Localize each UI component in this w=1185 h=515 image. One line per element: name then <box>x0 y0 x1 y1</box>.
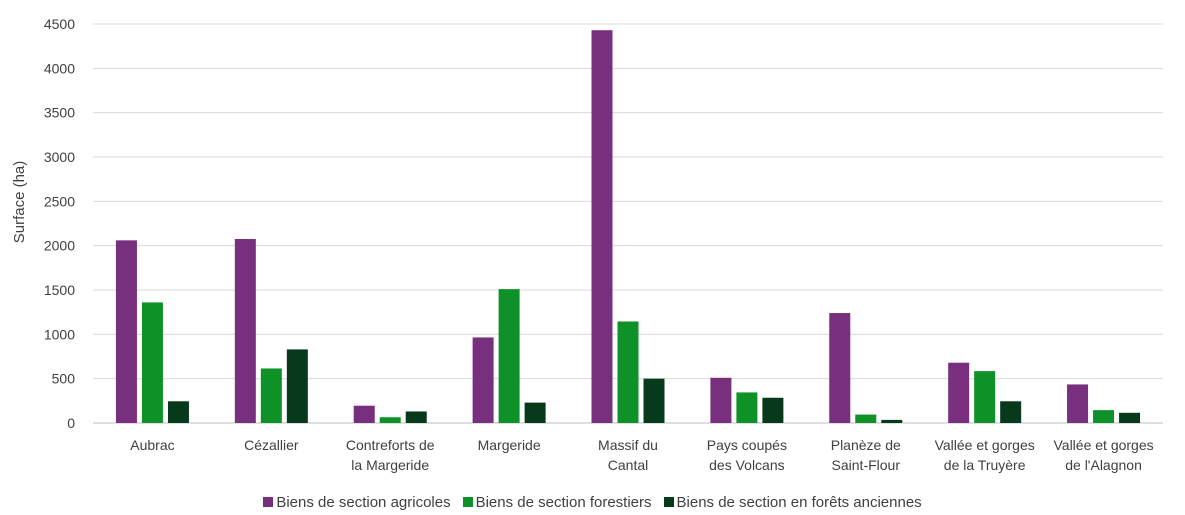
bar <box>591 30 613 424</box>
y-tick-label: 3500 <box>44 105 75 121</box>
legend-swatch <box>462 497 473 507</box>
x-category-label: Aubrac <box>130 437 174 453</box>
bar <box>1000 401 1022 423</box>
x-category-label: Massif du Cantal <box>598 437 658 473</box>
bar <box>115 240 137 423</box>
bar <box>286 349 308 423</box>
bar <box>948 362 970 423</box>
bar <box>1119 412 1141 423</box>
y-tick-label: 500 <box>52 371 76 387</box>
bar <box>643 378 665 423</box>
bar <box>974 371 996 423</box>
bar <box>829 313 851 423</box>
legend-label: Biens de section en forêts anciennes <box>676 494 922 511</box>
bar <box>855 414 877 423</box>
y-tick-label: 3000 <box>44 149 75 165</box>
bar <box>1067 384 1089 423</box>
y-tick-label: 4500 <box>44 16 75 32</box>
bar <box>710 377 732 423</box>
bar <box>167 401 189 423</box>
x-category-label: Pays coupés des Volcans <box>707 437 787 473</box>
x-category-label: Planèze de Saint-Flour <box>831 437 901 473</box>
legend: Biens de section agricoles Biens de secti… <box>0 494 1185 511</box>
y-axis-title: Surface (ha) <box>11 161 28 244</box>
bar <box>379 417 401 423</box>
bar <box>405 411 427 423</box>
x-category-label: Vallée et gorges de la Truyère <box>935 437 1035 473</box>
y-tick-label: 1500 <box>44 282 75 298</box>
bar <box>353 405 375 423</box>
legend-label: Biens de section agricoles <box>276 494 451 511</box>
y-tick-label: 2500 <box>44 193 75 209</box>
y-tick-label: 2000 <box>44 238 75 254</box>
legend-swatch <box>263 497 274 507</box>
bar <box>141 302 163 423</box>
legend-item: Biens de section agricoles <box>263 494 451 511</box>
y-tick-label: 4000 <box>44 60 75 76</box>
bar <box>472 337 494 423</box>
y-axis-ticks: 0 500 1000 1500 2000 2500 3000 3500 4000 4500 <box>44 16 75 431</box>
legend-item: Biens de section forestiers <box>462 494 652 511</box>
y-tick-label: 0 <box>67 415 75 431</box>
bar <box>762 397 784 423</box>
legend-item: Biens de section en forêts anciennes <box>663 494 922 511</box>
bar <box>234 239 256 423</box>
bar <box>524 402 546 423</box>
y-tick-label: 1000 <box>44 326 75 342</box>
x-axis-labels: Aubrac Cézallier Contreforts de la Margerid… <box>130 437 1153 473</box>
legend-swatch <box>663 497 674 507</box>
bar <box>617 321 639 423</box>
bar <box>736 392 758 423</box>
bar <box>881 419 903 423</box>
x-category-label: Cézallier <box>244 437 299 453</box>
bars <box>115 30 1141 424</box>
x-category-label: Vallée et gorges de l'Alagnon <box>1053 437 1153 473</box>
bar <box>498 289 520 423</box>
x-category-label: Margeride <box>478 437 541 453</box>
legend-label: Biens de section forestiers <box>475 494 652 511</box>
bar <box>260 368 282 423</box>
bar <box>1093 410 1115 423</box>
x-category-label: Contreforts de la Margeride <box>346 437 435 473</box>
